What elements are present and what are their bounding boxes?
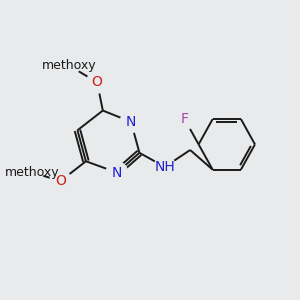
Circle shape [120,111,142,133]
Text: methoxy: methoxy [42,59,96,72]
Text: O: O [92,75,103,89]
Circle shape [58,55,80,76]
Text: N: N [112,166,122,179]
Circle shape [106,162,127,183]
Circle shape [154,156,176,178]
Circle shape [86,72,108,93]
Text: NH: NH [154,160,175,174]
Circle shape [50,170,71,192]
Text: O: O [55,174,66,188]
Text: N: N [126,115,136,129]
Text: F: F [181,112,188,126]
Circle shape [22,162,43,183]
Circle shape [174,108,195,130]
Text: methoxy: methoxy [5,166,60,179]
